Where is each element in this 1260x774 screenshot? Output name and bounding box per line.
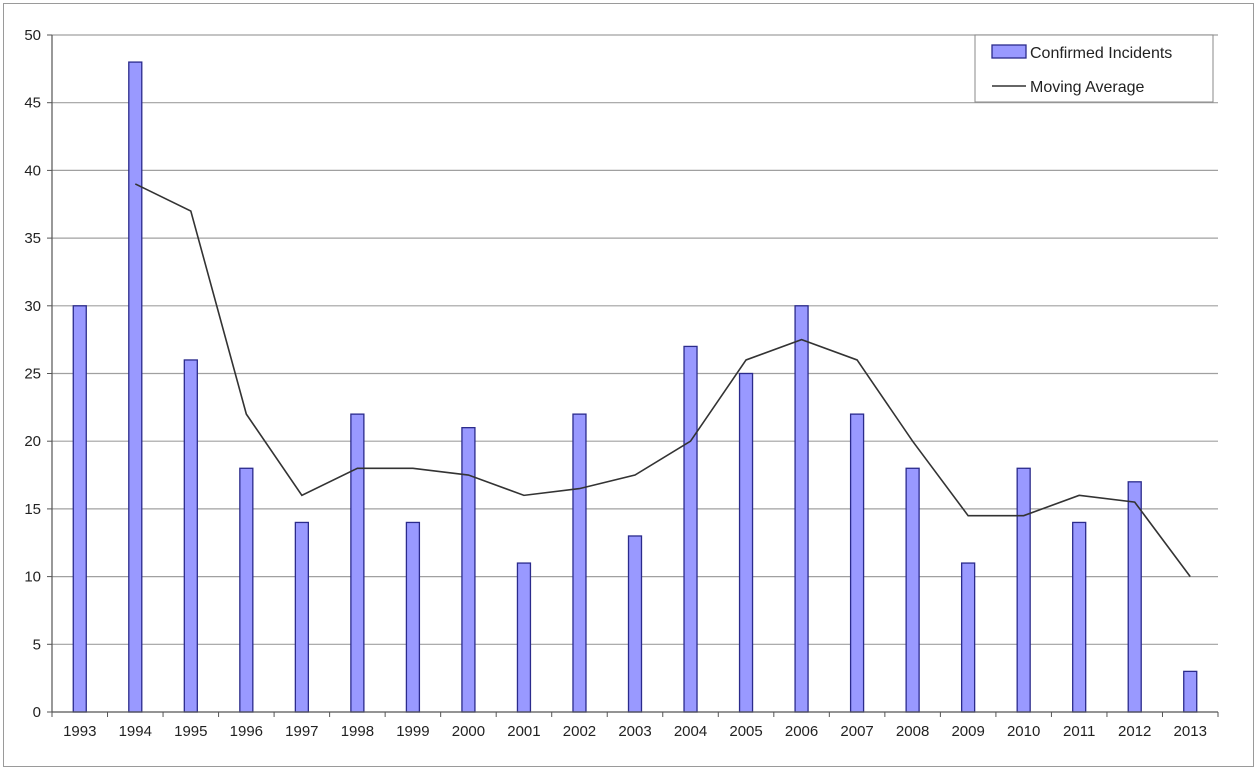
x-tick-label: 1995 [174, 723, 207, 740]
bar [1016, 467, 1031, 713]
bar [572, 413, 587, 713]
legend-label-line: Moving Average [1030, 79, 1145, 96]
y-tick-label: 45 [24, 95, 41, 112]
x-tick-label: 2006 [785, 723, 818, 740]
x-tick-label: 1999 [396, 723, 429, 740]
bar [516, 562, 532, 713]
x-tick-label: 1998 [341, 723, 374, 740]
x-axis-ticks: 1993 1994 1995 1996 1997 1998 1999 2000 2001 2002… [51, 712, 1219, 740]
moving-average-line [134, 183, 1191, 578]
y-tick-label: 25 [24, 366, 41, 383]
x-tick-label: 1996 [230, 723, 263, 740]
y-tick-label: 30 [24, 298, 41, 315]
x-tick-label: 1993 [63, 723, 96, 740]
bar [350, 413, 365, 713]
y-tick-label: 5 [33, 636, 41, 653]
x-tick-label: 2009 [951, 723, 984, 740]
x-tick-label: 2010 [1007, 723, 1040, 740]
bar [72, 305, 87, 713]
bar [1072, 521, 1087, 713]
x-tick-label: 2000 [452, 723, 485, 740]
bar [905, 467, 920, 713]
bar [794, 305, 809, 713]
x-tick-label: 2004 [674, 723, 707, 740]
y-tick-label: 10 [24, 569, 41, 586]
y-tick-label: 35 [24, 230, 41, 247]
x-tick-label: 2008 [896, 723, 929, 740]
y-tick-label: 20 [24, 433, 41, 450]
y-axis-ticks: 0 5 10 15 20 25 30 35 40 45 50 [24, 27, 52, 721]
x-tick-label: 2007 [840, 723, 873, 740]
x-tick-label: 2001 [507, 723, 540, 740]
y-tick-label: 50 [24, 27, 41, 44]
bar [461, 427, 476, 713]
y-tick-label: 15 [24, 501, 41, 518]
bar [183, 359, 198, 713]
bar [294, 521, 310, 713]
bar [128, 61, 143, 713]
bar [1127, 481, 1142, 713]
x-tick-label: 2003 [618, 723, 651, 740]
bar [239, 467, 254, 713]
bar [738, 372, 754, 713]
legend-bar-swatch [991, 44, 1027, 59]
x-tick-label: 2012 [1118, 723, 1151, 740]
x-tick-label: 2002 [563, 723, 596, 740]
y-tick-label: 40 [24, 162, 41, 179]
bar [683, 345, 698, 713]
x-tick-label: 2011 [1063, 723, 1095, 740]
bar [849, 413, 865, 713]
x-tick-label: 2013 [1174, 723, 1207, 740]
y-tick-label: 0 [33, 704, 41, 721]
x-tick-label: 2005 [729, 723, 762, 740]
axes [51, 35, 1218, 713]
legend: Confirmed Incidents Moving Average [974, 34, 1214, 103]
bar [960, 562, 976, 713]
bars [72, 61, 1198, 713]
bar [627, 535, 643, 713]
x-tick-label: 1994 [119, 723, 152, 740]
moving-average-series [134, 183, 1191, 578]
legend-label-bars: Confirmed Incidents [1030, 45, 1172, 62]
bar [1183, 670, 1198, 713]
x-tick-label: 1997 [285, 723, 318, 740]
bar [405, 521, 421, 713]
